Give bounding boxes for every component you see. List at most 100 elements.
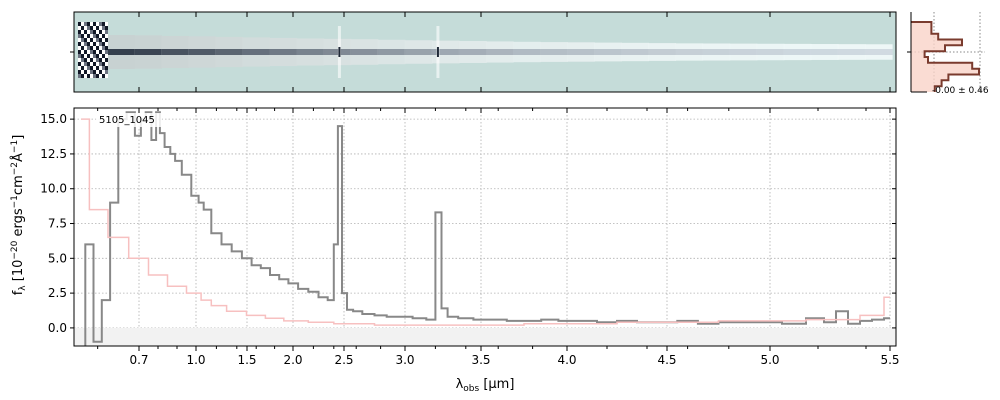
noise-pixel (102, 42, 105, 46)
noise-pixel (102, 46, 105, 50)
noise-pixel (78, 38, 81, 42)
noise-pixel (105, 54, 108, 58)
x-tick-label: 5.0 (760, 353, 779, 367)
noise-pixel (87, 50, 90, 54)
noise-pixel (102, 30, 105, 34)
x-tick-label: 3.0 (395, 353, 414, 367)
noise-pixel (78, 42, 81, 46)
noise-pixel (87, 66, 90, 70)
profile-line (911, 21, 980, 92)
trace-core (621, 49, 649, 55)
trace-segment (756, 43, 785, 61)
trace-core (810, 49, 839, 55)
noise-pixel (87, 26, 90, 30)
profile-value-label: -0.00 ± 0.46 (932, 86, 989, 96)
noise-pixel (96, 30, 99, 34)
y-tick-label: 15.0 (40, 112, 67, 126)
x-tick-label: 4.5 (657, 353, 676, 367)
noise-pixel (99, 26, 102, 30)
noise-pixel (90, 74, 93, 78)
trace-segment (783, 43, 812, 61)
noise-pixel (84, 70, 87, 74)
noise-pixel (84, 62, 87, 66)
noise-pixel (81, 58, 84, 62)
noise-pixel (105, 34, 108, 38)
noise-pixel (105, 46, 108, 50)
noise-pixel (105, 38, 108, 42)
noise-pixel (102, 62, 105, 66)
noise-pixel (84, 42, 87, 46)
noise-pixel (93, 74, 96, 78)
noise-pixel (87, 70, 90, 74)
y-tick-label: 10.0 (40, 182, 67, 196)
noise-pixel (96, 66, 99, 70)
x-axis-label: λobs [μm] (456, 377, 515, 394)
noise-pixel (90, 34, 93, 38)
noise-pixel (102, 38, 105, 42)
noise-pixel (87, 34, 90, 38)
noise-pixel (84, 54, 87, 58)
trace-core (729, 49, 758, 55)
noise-pixel (99, 66, 102, 70)
noise-pixel (102, 66, 105, 70)
trace-segment (729, 43, 758, 61)
noise-pixel (81, 46, 84, 50)
noise-pixel (90, 42, 93, 46)
noise-pixel (105, 62, 108, 66)
noise-pixel (81, 30, 84, 34)
noise-pixel (102, 70, 105, 74)
zero-band (74, 327, 896, 346)
noise-pixel (102, 54, 105, 58)
noise-pixel (93, 42, 96, 46)
trace-core (323, 49, 352, 55)
noise-pixel (93, 50, 96, 54)
trace-core (864, 49, 893, 55)
noise-pixel (87, 38, 90, 42)
x-tick-label: 5.5 (880, 353, 899, 367)
noise-pixel (96, 42, 99, 46)
noise-pixel (99, 58, 102, 62)
y-tick-label: 7.5 (48, 217, 67, 231)
noise-pixel (90, 58, 93, 62)
noise-pixel (87, 42, 90, 46)
noise-pixel (78, 70, 81, 74)
trace-core (161, 49, 189, 55)
trace-core (648, 49, 677, 55)
noise-pixel (87, 46, 90, 50)
trace-segment (810, 44, 839, 60)
profile-fill (911, 22, 979, 92)
x-tick-label: 2.5 (334, 353, 353, 367)
noise-pixel (105, 22, 108, 26)
noise-pixel (96, 34, 99, 38)
noise-pixel (78, 46, 81, 50)
noise-pixel (102, 58, 105, 62)
noise-pixel (93, 58, 96, 62)
trace-core (594, 49, 622, 55)
x-tick-label: 1.5 (237, 353, 256, 367)
emission-line-core (436, 47, 439, 57)
x-tick-label: 1.0 (186, 353, 205, 367)
trace-core (458, 49, 487, 55)
trace-core (296, 49, 325, 55)
noise-pixel (99, 38, 102, 42)
noise-pixel (87, 22, 90, 26)
noise-pixel (105, 74, 108, 78)
error-series-line (81, 118, 890, 326)
two-d-spectrum-panel (70, 11, 897, 93)
noise-pixel (84, 30, 87, 34)
trace-core (540, 49, 568, 55)
trace-core (188, 49, 216, 55)
noise-pixel (90, 70, 93, 74)
noise-pixel (90, 62, 93, 66)
noise-pixel (105, 26, 108, 30)
trace-core (756, 49, 785, 55)
y-tick-label: 12.5 (40, 147, 67, 161)
trace-core (702, 49, 731, 55)
trace-core (215, 49, 243, 55)
trace-core (134, 49, 162, 55)
noise-pixel (99, 70, 102, 74)
profile-panel (907, 12, 985, 93)
trace-segment (675, 43, 704, 61)
noise-pixel (96, 26, 99, 30)
noise-pixel (93, 46, 96, 50)
